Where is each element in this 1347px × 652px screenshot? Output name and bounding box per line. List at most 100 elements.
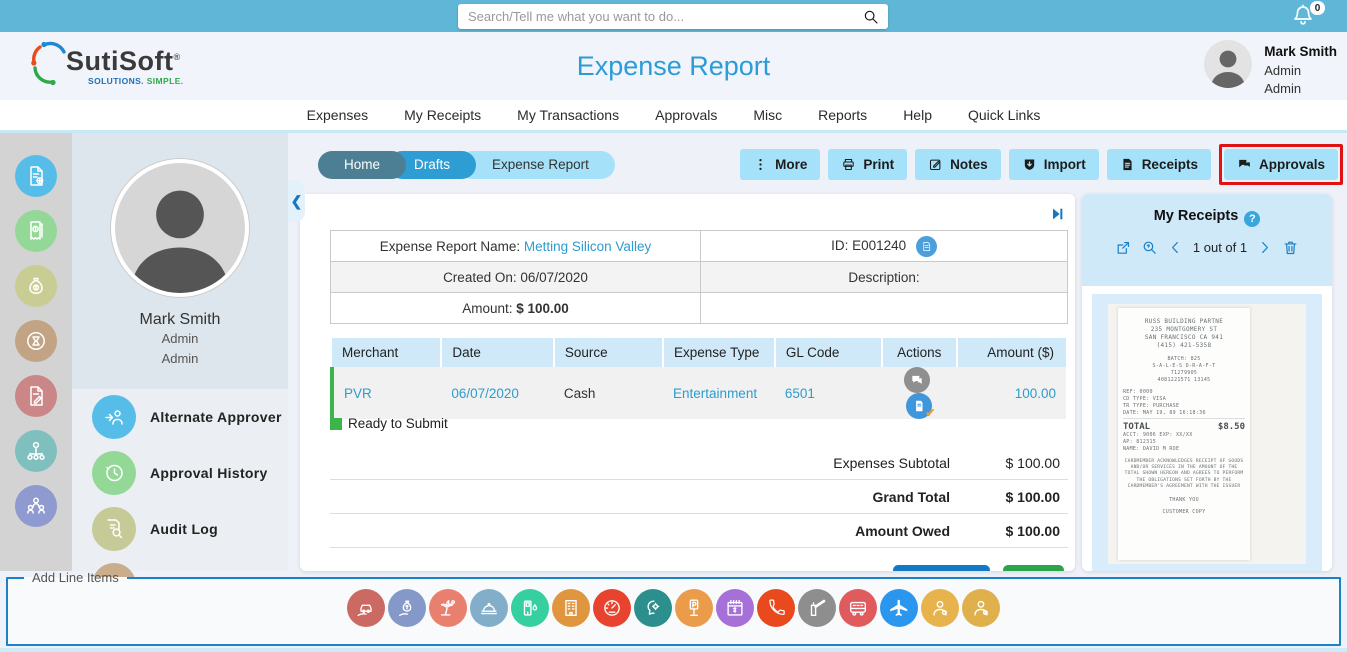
comment-action-icon[interactable] <box>903 367 930 393</box>
sidebar-collapse-chevron-icon[interactable]: ❮ <box>288 180 305 222</box>
team-users-icon[interactable] <box>15 485 57 527</box>
delete-receipt-trash-icon[interactable] <box>1282 239 1299 256</box>
merchant-link[interactable]: PVR <box>344 385 372 401</box>
toll-icon[interactable] <box>798 589 836 627</box>
nav-approvals[interactable]: Approvals <box>655 107 718 123</box>
fuel-icon[interactable] <box>511 589 549 627</box>
sidebar-item-audit-log[interactable]: Audit Log <box>72 501 288 557</box>
check-mark: ✔ <box>925 406 936 420</box>
expense-type-link[interactable]: Entertainment <box>673 385 758 401</box>
vacation-travel-icon[interactable] <box>429 589 467 627</box>
col-merchant: Merchant <box>332 338 443 367</box>
receipt-attached-action-icon[interactable]: ✔ <box>906 393 936 420</box>
expense-receipt-icon[interactable] <box>15 210 57 252</box>
expense-row[interactable]: PVR 06/07/2020 Cash Entertainment 6501 ✔… <box>329 367 1066 420</box>
nav-my-transactions[interactable]: My Transactions <box>517 107 620 123</box>
org-hierarchy-icon[interactable] <box>15 430 57 472</box>
contractor-expense-icon[interactable] <box>962 589 1000 627</box>
open-external-icon[interactable] <box>1115 239 1132 256</box>
report-id-doc-icon[interactable] <box>915 235 937 257</box>
user-role-2: Admin <box>1264 81 1302 97</box>
col-expense-type: Expense Type <box>663 338 776 367</box>
search-icon[interactable] <box>854 4 888 29</box>
notifications-bell-icon[interactable]: 0 <box>1291 1 1325 29</box>
airfare-icon[interactable] <box>880 589 918 627</box>
global-search[interactable] <box>458 4 888 29</box>
sidebar-item-alternate-approver[interactable]: Alternate Approver <box>72 389 288 445</box>
user-info[interactable]: Mark Smith Admin Admin <box>1204 40 1337 99</box>
receipt-paper: RUSS BUILDING PARTNE 235 MONTGOMERY ST S… <box>1118 308 1250 560</box>
profile-role-1: Admin <box>161 331 199 346</box>
next-receipt-chevron-icon[interactable] <box>1256 239 1273 256</box>
amount-link[interactable]: 100.00 <box>1014 385 1056 401</box>
nav-my-receipts[interactable]: My Receipts <box>404 107 482 123</box>
car-rental-icon[interactable] <box>347 589 385 627</box>
report-name-link[interactable]: Metting Silicon Valley <box>523 238 652 254</box>
breadcrumb-home[interactable]: Home <box>318 151 407 179</box>
line-item-icons <box>8 589 1339 627</box>
expense-lines-table: Merchant Date Source Expense Type GL Cod… <box>329 338 1068 420</box>
cash-advance-icon[interactable] <box>388 589 426 627</box>
approvals-button[interactable]: Approvals <box>1223 149 1338 180</box>
col-actions: Actions <box>881 338 958 367</box>
col-gl-code: GL Code <box>774 338 883 367</box>
gl-code-link[interactable]: 6501 <box>784 385 815 401</box>
ready-status-label: Ready to Submit <box>348 416 448 431</box>
nav-quick-links[interactable]: Quick Links <box>967 107 1041 123</box>
description-cell: Description: <box>700 261 1068 293</box>
lodging-icon[interactable] <box>552 589 590 627</box>
sidebar-item-approval-history[interactable]: Approval History <box>72 445 288 501</box>
per-diem-icon[interactable] <box>716 589 754 627</box>
print-button[interactable]: Print <box>828 149 908 180</box>
pending-history-icon[interactable] <box>15 320 57 362</box>
new-expense-report-icon[interactable] <box>15 155 57 197</box>
profile-role-2: Admin <box>161 350 199 366</box>
zoom-preview-icon[interactable] <box>1141 239 1158 256</box>
consulting-icon[interactable] <box>634 589 672 627</box>
my-receipts-panel: My Receipts? 1 out of 1 RUSS BUILDING PA… <box>1082 194 1332 571</box>
date-link[interactable]: 06/07/2020 <box>451 385 519 401</box>
receipt-image[interactable]: RUSS BUILDING PARTNE 235 MONTGOMERY ST S… <box>1092 294 1322 571</box>
collapse-right-panel-icon[interactable] <box>1049 206 1065 227</box>
amount-cell: Amount: $ 100.00 <box>330 292 701 324</box>
notes-button[interactable]: Notes <box>915 149 1001 180</box>
notification-count-badge: 0 <box>1310 1 1325 15</box>
report-name-cell: Expense Report Name: Metting Silicon Val… <box>330 230 701 262</box>
nav-misc[interactable]: Misc <box>753 107 783 123</box>
mileage-icon[interactable] <box>593 589 631 627</box>
sutisoft-logo[interactable]: SutiSoft® SOLUTIONS. SIMPLE. <box>30 38 230 96</box>
receipts-button[interactable]: Receipts <box>1106 149 1211 180</box>
report-toolbar: More Print Notes Import Receipts Approva… <box>740 144 1343 185</box>
money-bag-icon[interactable] <box>15 265 57 307</box>
more-button[interactable]: More <box>740 149 821 180</box>
user-role-1: Admin <box>1264 62 1302 78</box>
bottom-border-strip <box>0 648 1347 652</box>
save-button-partial[interactable] <box>1003 565 1064 571</box>
registered-mark: ® <box>173 52 181 62</box>
col-date: Date <box>441 338 555 367</box>
employee-expense-icon[interactable] <box>921 589 959 627</box>
breadcrumb-expense-report[interactable]: Expense Report <box>458 151 615 179</box>
page-title: Expense Report <box>576 51 771 81</box>
profile-avatar <box>111 159 249 297</box>
my-receipts-header: My Receipts? 1 out of 1 <box>1082 194 1332 286</box>
amount-label: Amount: <box>462 300 513 316</box>
receipt-total-line: TOTAL $8.50 <box>1123 418 1245 432</box>
nav-reports[interactable]: Reports <box>818 107 868 123</box>
help-icon[interactable]: ? <box>1244 211 1261 227</box>
prev-receipt-chevron-icon[interactable] <box>1167 239 1184 256</box>
submit-button-partial[interactable] <box>893 565 990 571</box>
search-input[interactable] <box>458 9 854 24</box>
col-source: Source <box>553 338 665 367</box>
user-name: Mark Smith <box>1264 44 1337 59</box>
parking-icon[interactable] <box>675 589 713 627</box>
edit-report-icon[interactable] <box>15 375 57 417</box>
hotel-service-icon[interactable] <box>470 589 508 627</box>
header: SutiSoft® SOLUTIONS. SIMPLE. Expense Rep… <box>0 32 1347 100</box>
telephone-icon[interactable] <box>757 589 795 627</box>
nav-help[interactable]: Help <box>903 107 932 123</box>
add-line-items-section: Add Line Items <box>6 570 1341 646</box>
import-button[interactable]: Import <box>1008 149 1099 180</box>
bus-icon[interactable] <box>839 589 877 627</box>
nav-expenses[interactable]: Expenses <box>306 107 369 123</box>
